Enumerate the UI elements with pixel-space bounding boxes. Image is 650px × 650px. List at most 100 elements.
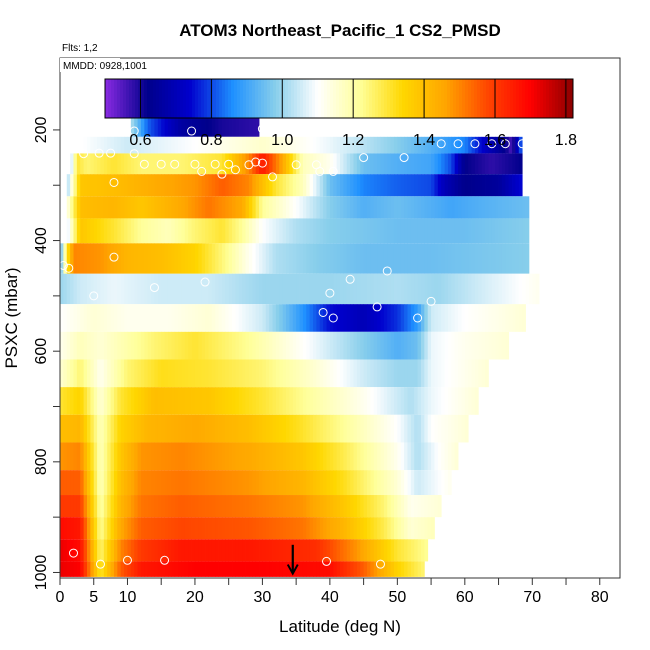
heatmap-cell	[525, 243, 530, 274]
heatmap-cell	[93, 153, 98, 175]
heatmap-cell	[208, 331, 213, 360]
heatmap-cell	[188, 174, 192, 197]
heatmap-cell	[316, 517, 321, 540]
heatmap-cell	[360, 470, 365, 496]
heatmap-cell	[377, 387, 381, 415]
heatmap-cell	[272, 470, 277, 496]
heatmap-cell	[269, 174, 273, 197]
heatmap-cell	[151, 495, 155, 518]
heatmap-cell	[269, 414, 273, 443]
heatmap-cell	[275, 442, 280, 471]
heatmap-cell	[326, 442, 331, 471]
sample-points-layer	[58, 124, 527, 569]
heatmap-cell	[451, 304, 456, 332]
heatmap-cell	[461, 304, 466, 332]
heatmap-cell	[205, 136, 209, 154]
heatmap-cell	[292, 273, 297, 305]
heatmap-cell	[201, 218, 206, 244]
colorbar-cell	[561, 79, 565, 118]
heatmap-cell	[130, 136, 135, 154]
colorbar-cell	[144, 79, 148, 118]
colorbar-cell	[171, 79, 175, 118]
heatmap-cell	[350, 218, 354, 244]
x-axis: 0 5 10 20 30 40 50 60 70 80	[56, 578, 609, 606]
heatmap-cell	[370, 153, 375, 175]
heatmap-cell	[228, 442, 233, 471]
heatmap-cell	[174, 561, 179, 577]
heatmap-cell	[427, 243, 432, 274]
heatmap-cell	[414, 153, 418, 175]
heatmap-cell	[151, 470, 155, 496]
heatmap-cell	[302, 331, 307, 360]
heatmap-cell	[73, 153, 78, 175]
heatmap-cell	[90, 387, 95, 415]
heatmap-cell	[269, 561, 273, 577]
heatmap-cell	[255, 359, 260, 388]
heatmap-cell	[340, 174, 344, 197]
heatmap-cell	[124, 495, 128, 518]
colorbar-cell	[207, 79, 211, 118]
sample-point	[217, 169, 227, 179]
heatmap-cell	[167, 153, 172, 175]
heatmap-cell	[134, 153, 138, 175]
heatmap-cell	[441, 174, 445, 197]
heatmap-cell	[326, 136, 331, 154]
heatmap-cell	[319, 136, 324, 154]
heatmap-cell	[417, 273, 422, 305]
heatmap-cell	[80, 470, 85, 496]
heatmap-cell	[211, 414, 216, 443]
heatmap-cell	[245, 153, 250, 175]
heatmap-cell	[289, 153, 294, 175]
heatmap-cell	[262, 153, 267, 175]
heatmap-cell	[154, 304, 159, 332]
colorbar-cell	[570, 79, 574, 118]
heatmap-cell	[441, 136, 445, 154]
heatmap-cell	[235, 243, 240, 274]
heatmap-cell	[451, 243, 456, 274]
heatmap-cell	[208, 273, 213, 305]
heatmap-cell	[198, 196, 203, 219]
heatmap-cell	[366, 387, 371, 415]
heatmap-cell	[60, 517, 64, 540]
heatmap-cell	[404, 153, 408, 175]
heatmap-cell	[269, 136, 273, 154]
heatmap-cell	[161, 414, 165, 443]
heatmap-cell	[299, 331, 304, 360]
heatmap-cell	[174, 414, 179, 443]
heatmap-cell	[269, 495, 273, 518]
heatmap-cell	[60, 359, 64, 388]
heatmap-cell	[248, 387, 253, 415]
sample-point	[187, 126, 197, 136]
heatmap-cell	[140, 470, 145, 496]
heatmap-cell	[167, 218, 172, 244]
heatmap-cell	[488, 136, 493, 154]
heatmap-cell	[113, 470, 118, 496]
heatmap-cell	[151, 243, 155, 274]
heatmap-cell	[471, 387, 476, 415]
heatmap-cell	[370, 136, 375, 154]
heatmap-cell	[208, 136, 213, 154]
heatmap-cell	[427, 387, 432, 415]
heatmap-cell	[188, 414, 192, 443]
heatmap-cell	[454, 359, 459, 388]
heatmap-cell	[302, 273, 307, 305]
heatmap-cell	[366, 470, 371, 496]
heatmap-cell	[147, 116, 152, 137]
heatmap-cell	[356, 273, 361, 305]
heatmap-cell	[194, 414, 199, 443]
heatmap-cell	[424, 136, 429, 154]
heatmap-cell	[373, 331, 378, 360]
heatmap-cell	[184, 218, 189, 244]
heatmap-cell	[90, 359, 95, 388]
heatmap-cell	[228, 539, 233, 562]
heatmap-cell	[447, 153, 452, 175]
heatmap-cell	[343, 304, 348, 332]
heatmap-cell	[235, 414, 240, 443]
heatmap-cell	[346, 359, 351, 388]
colorbar-cell	[327, 79, 331, 118]
heatmap-cell	[309, 517, 314, 540]
heatmap-cell	[505, 153, 510, 175]
heatmap-cell	[343, 414, 348, 443]
heatmap-cell	[404, 470, 408, 496]
heatmap-cell	[522, 218, 526, 244]
